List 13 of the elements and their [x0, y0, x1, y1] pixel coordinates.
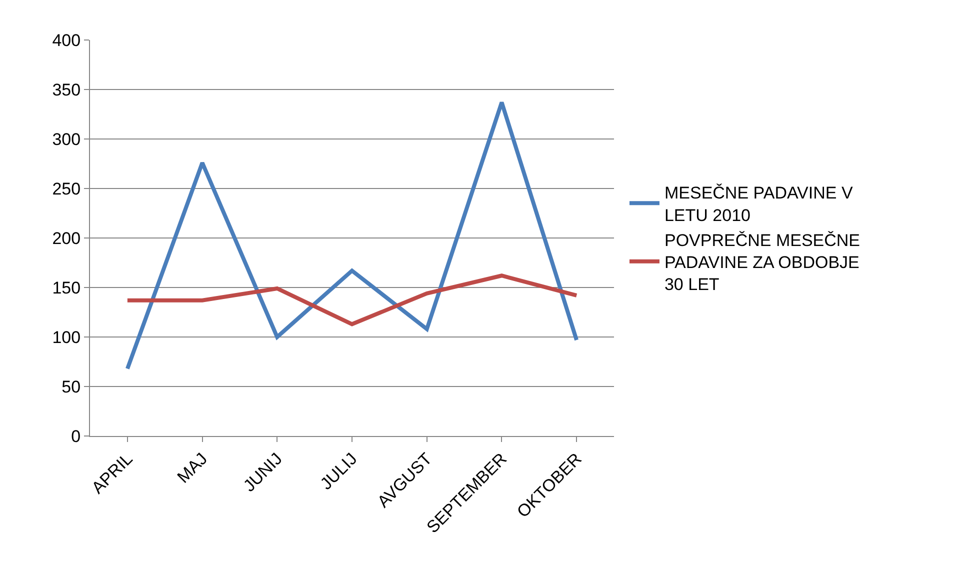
y-tick-label: 350: [52, 80, 81, 100]
y-tick-label: 0: [71, 426, 81, 446]
line-series: [125, 100, 579, 371]
y-tick-label: 150: [52, 278, 81, 298]
y-tick-label: 100: [52, 328, 81, 347]
line-series: [125, 274, 579, 326]
y-tick-label: 50: [62, 377, 81, 396]
legend-label: MESEČNE PADAVINE V LETU 2010: [664, 184, 854, 225]
y-tick-label: 250: [52, 179, 81, 198]
y-tick-label: 200: [52, 228, 81, 248]
y-tick-label: 400: [52, 30, 81, 50]
legend-label: POVPREČNE MESEČNE PADAVINE ZA OBDOBJE 30 LET: [664, 230, 860, 294]
y-tick-label: 300: [52, 130, 81, 149]
